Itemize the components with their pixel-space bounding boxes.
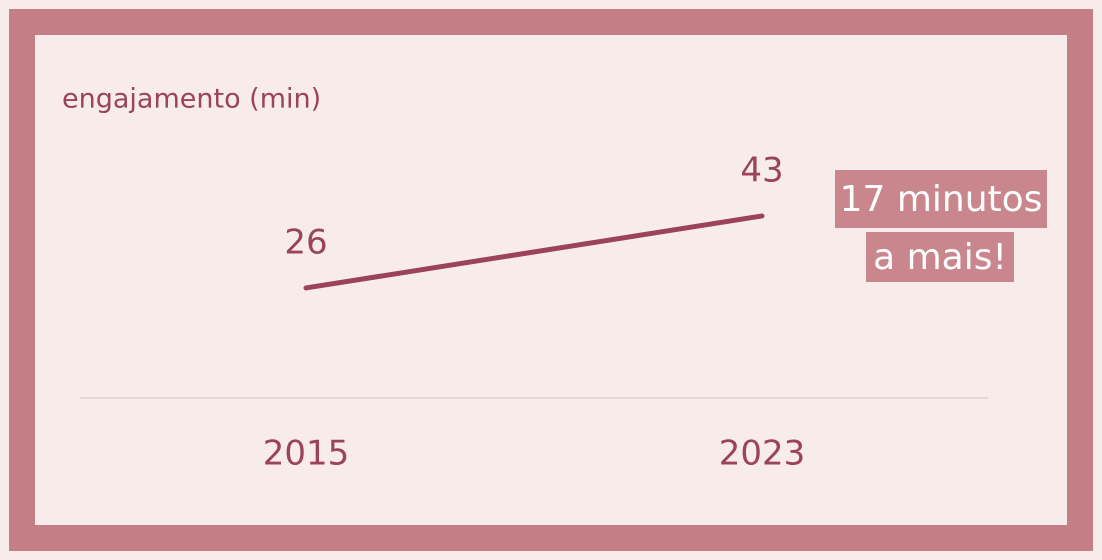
x-tick-label: 2023 — [719, 434, 806, 474]
annotation: 17 minutos — [840, 179, 1043, 220]
x-tick-label: 2015 — [263, 434, 350, 474]
y-axis-label: engajamento (min) — [62, 84, 321, 115]
annotation: a mais! — [873, 237, 1007, 278]
chart: engajamento (min) 2015 2023 26 43 17 minutos… — [0, 0, 1102, 560]
data-label: 43 — [740, 150, 783, 190]
page: engajamento (min) 2015 2023 26 43 17 minutos… — [0, 0, 1102, 560]
data-label: 26 — [284, 222, 327, 262]
